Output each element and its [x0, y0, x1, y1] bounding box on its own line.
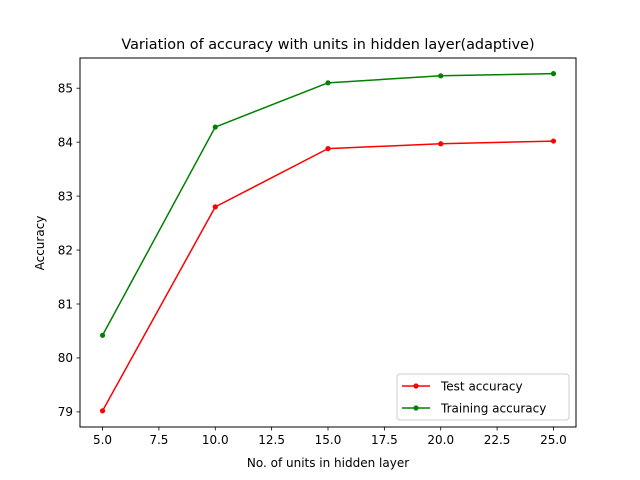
legend: Test accuracy Training accuracy — [396, 373, 570, 421]
legend-label: Test accuracy — [440, 379, 523, 393]
x-tick-label: 15.0 — [315, 433, 342, 447]
x-tick-label: 20.0 — [427, 433, 454, 447]
y-tick-label: 82 — [58, 243, 73, 257]
series-line-0 — [101, 140, 554, 412]
data-point — [325, 146, 331, 152]
series-line-1 — [101, 72, 554, 336]
data-point — [550, 138, 557, 144]
y-tick-label: 79 — [58, 405, 73, 419]
x-tick-label: 10.0 — [202, 433, 229, 447]
data-point — [550, 71, 557, 77]
x-tick-label: 25.0 — [540, 433, 567, 447]
data-point — [99, 408, 106, 414]
y-tick-label: 83 — [58, 189, 73, 203]
data-point — [438, 73, 444, 79]
y-axis-label: Accuracy — [33, 216, 47, 271]
legend-marker — [413, 405, 419, 411]
y-tick-label: 85 — [58, 82, 73, 96]
plot-area-frame — [79, 57, 577, 428]
data-point — [212, 204, 218, 210]
x-tick-label: 7.5 — [149, 433, 168, 447]
series-layer — [99, 71, 557, 414]
legend-label: Training accuracy — [440, 401, 546, 415]
data-point — [212, 124, 218, 130]
x-tick-label: 5.0 — [93, 433, 112, 447]
y-tick-label: 80 — [58, 351, 73, 365]
x-axis-ticks: 5.0 7.5 10.0 12.5 15.0 17.5 20.0 22.5 25.0 — [93, 427, 567, 447]
y-axis-ticks: 79 80 81 82 83 84 85 — [58, 82, 80, 419]
legend-box — [396, 373, 570, 421]
x-tick-label: 12.5 — [258, 433, 285, 447]
data-point — [438, 141, 444, 147]
legend-marker — [413, 383, 419, 389]
data-point — [99, 332, 106, 338]
x-tick-label: 17.5 — [371, 433, 398, 447]
data-point — [325, 80, 331, 86]
y-tick-label: 84 — [58, 135, 73, 149]
y-tick-label: 81 — [58, 297, 73, 311]
x-tick-label: 22.5 — [484, 433, 511, 447]
chart-title: Variation of accuracy with units in hidd… — [121, 37, 534, 53]
x-axis-label: No. of units in hidden layer — [247, 456, 409, 470]
